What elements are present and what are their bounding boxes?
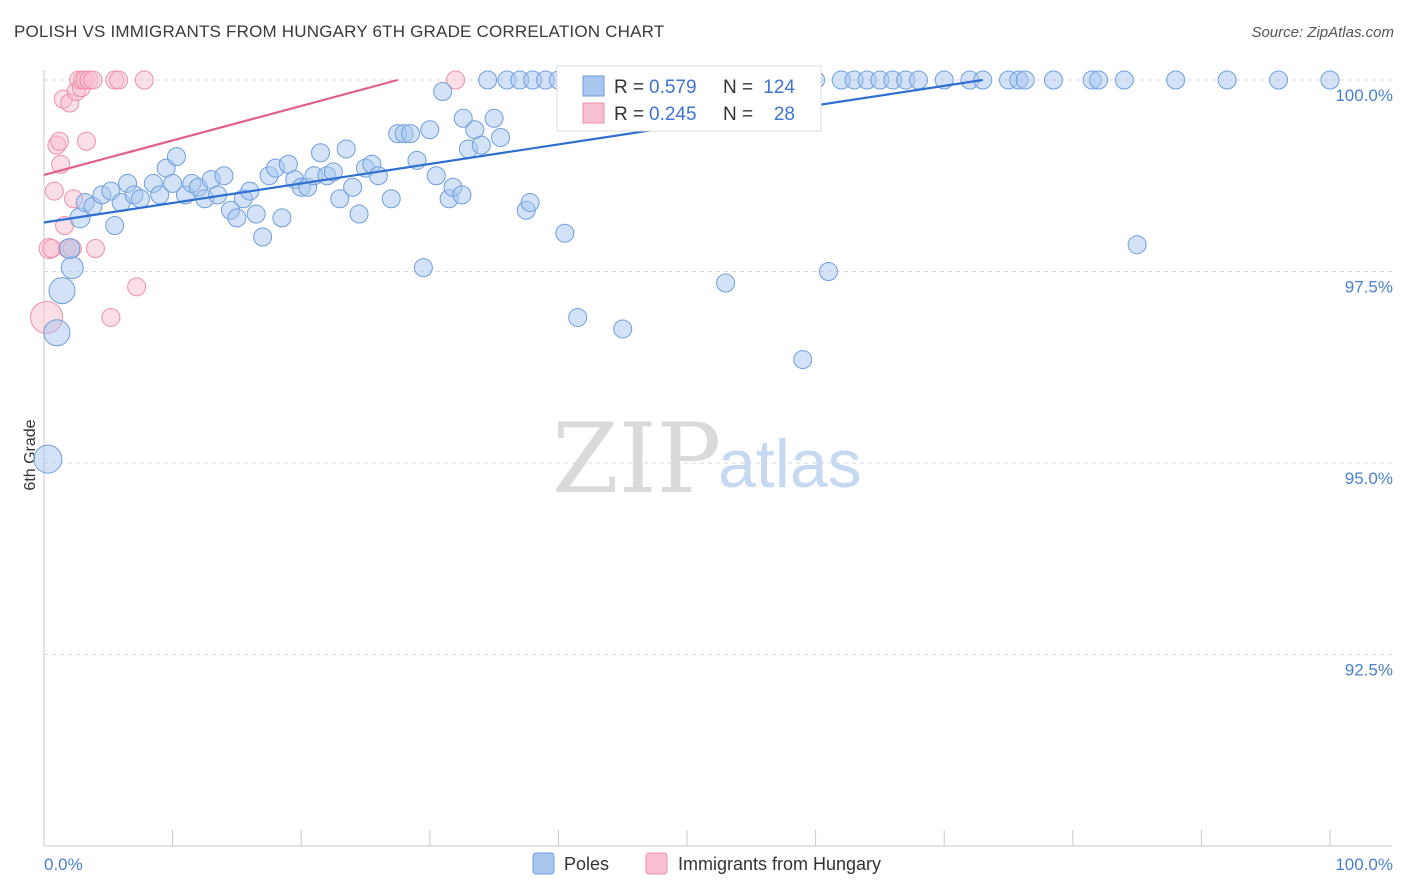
poles-point <box>1217 70 1237 90</box>
poles-point <box>471 135 491 155</box>
hungary-points <box>30 70 466 334</box>
hungary-point <box>127 277 147 297</box>
hungary-point <box>83 70 103 90</box>
poles-point <box>908 70 928 90</box>
poles-point <box>323 162 343 182</box>
bottom-legend-label-hungary: Immigrants from Hungary <box>678 854 881 874</box>
poles-point <box>1127 235 1147 255</box>
poles-point <box>555 223 575 243</box>
poles-point <box>349 204 369 224</box>
bottom-legend-swatch-poles <box>532 852 555 875</box>
series-legend: Poles Immigrants from Hungary <box>532 852 881 875</box>
poles-point <box>272 208 292 228</box>
poles-point <box>413 258 433 278</box>
hungary-point <box>85 239 105 259</box>
poles-point <box>246 204 266 224</box>
legend-r-label-poles: R = <box>614 77 644 98</box>
poles-point <box>227 208 247 228</box>
poles-point <box>426 166 446 186</box>
grid-layer <box>44 79 1392 655</box>
x-tick-marks <box>172 830 1331 846</box>
hungary-trend-line <box>43 78 398 177</box>
poles-point <box>520 193 540 213</box>
watermark: ZIP atlas <box>552 403 862 515</box>
poles-point <box>214 166 234 186</box>
hungary-point <box>44 181 64 201</box>
poles-point <box>343 177 363 197</box>
poles-point <box>453 108 473 128</box>
trend-lines <box>43 78 983 224</box>
y-axis-label: 6th Grade <box>22 419 39 490</box>
hungary-point <box>101 307 121 327</box>
poles-trend-line <box>43 78 983 224</box>
correlation-legend: R = 0.579 N = 124 R = 0.245 N = 28 <box>556 65 822 132</box>
poles-point <box>33 444 63 474</box>
poles-point <box>491 127 511 147</box>
source-label: Source: ZipAtlas.com <box>1251 24 1394 41</box>
legend-r-value-poles: 0.579 <box>649 77 697 98</box>
poles-point <box>163 173 183 193</box>
poles-point <box>1089 70 1109 90</box>
chart-title: POLISH VS IMMIGRANTS FROM HUNGARY 6TH GR… <box>14 22 665 41</box>
y-tick-labels: 92.5% 95.0% 97.5% 100.0% <box>1335 86 1393 680</box>
hungary-point <box>49 131 69 151</box>
poles-points <box>33 70 1340 474</box>
poles-point <box>59 238 81 260</box>
poles-point <box>568 307 588 327</box>
poles-point <box>60 256 84 280</box>
legend-n-value-poles: 124 <box>763 77 795 98</box>
bottom-legend-swatch-hungary <box>645 852 668 875</box>
poles-point <box>716 273 736 293</box>
poles-point <box>818 262 838 281</box>
y-tick-label: 95.0% <box>1345 469 1393 488</box>
poles-point <box>1015 70 1035 90</box>
y-tick-label: 92.5% <box>1345 661 1393 680</box>
watermark-atlas: atlas <box>718 426 862 502</box>
y-tick-label: 100.0% <box>1335 86 1393 105</box>
legend-n-label-poles: N = <box>723 77 753 98</box>
poles-point <box>1044 70 1064 90</box>
poles-point <box>330 189 350 209</box>
poles-point <box>368 166 388 186</box>
poles-point <box>336 139 356 159</box>
legend-swatch-poles <box>582 75 605 97</box>
poles-point <box>253 227 273 247</box>
poles-point <box>1166 70 1186 90</box>
poles-point <box>484 108 504 128</box>
poles-point <box>1320 70 1340 90</box>
legend-r-label-hungary: R = <box>614 104 644 125</box>
legend-r-value-hungary: 0.245 <box>649 104 697 125</box>
poles-point <box>793 350 813 370</box>
poles-point <box>1114 70 1134 90</box>
poles-point <box>48 277 76 305</box>
poles-point <box>613 319 633 339</box>
hungary-point <box>109 70 129 90</box>
bottom-legend-label-poles: Poles <box>564 854 609 874</box>
legend-swatch-hungary <box>582 102 605 124</box>
poles-point <box>433 81 453 101</box>
x-tick-label-min: 0.0% <box>44 855 83 874</box>
hungary-point <box>446 70 466 90</box>
hungary-point <box>76 131 96 151</box>
poles-point <box>478 70 498 90</box>
poles-point <box>105 216 125 236</box>
legend-n-label-hungary: N = <box>723 104 753 125</box>
poles-point <box>43 319 71 347</box>
hungary-point <box>134 70 154 90</box>
poles-point <box>401 124 421 144</box>
x-tick-label-max: 100.0% <box>1335 855 1393 874</box>
poles-point <box>310 143 330 163</box>
y-tick-label: 97.5% <box>1345 278 1393 297</box>
watermark-zip: ZIP <box>552 403 721 515</box>
poles-point <box>420 120 440 140</box>
poles-point <box>166 147 186 167</box>
poles-point <box>130 189 150 209</box>
poles-point <box>381 189 401 209</box>
poles-point <box>452 185 472 205</box>
legend-n-value-hungary: 28 <box>774 104 795 125</box>
poles-point <box>1269 70 1289 90</box>
